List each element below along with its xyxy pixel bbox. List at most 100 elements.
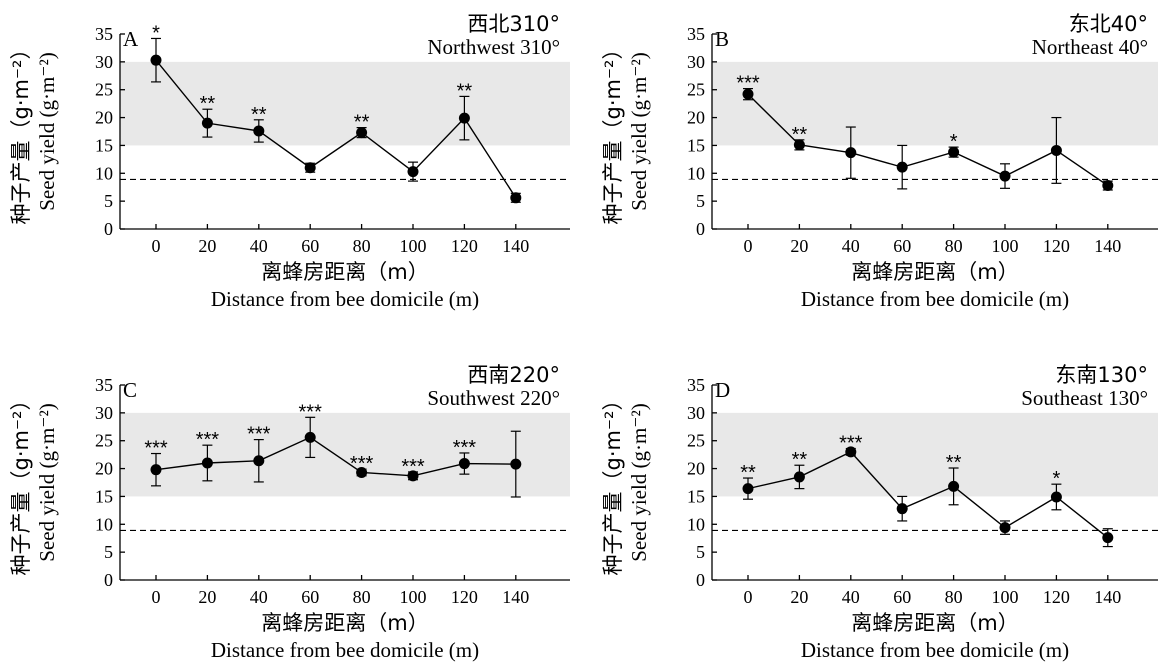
x-tick-label: 0 xyxy=(744,587,753,607)
data-point xyxy=(1050,144,1062,156)
y-tick-label: 10 xyxy=(95,163,113,183)
x-tick-label: 60 xyxy=(301,236,319,256)
significance-marker: ** xyxy=(200,93,216,115)
significance-marker: ** xyxy=(354,112,370,134)
y-axis-title-cn: 种子产量（g·m⁻²） xyxy=(601,39,625,225)
y-tick-label: 25 xyxy=(95,80,113,100)
data-point xyxy=(793,471,805,483)
x-tick-label: 80 xyxy=(353,587,371,607)
data-point xyxy=(201,117,213,129)
significance-marker: ** xyxy=(792,449,808,471)
y-tick-label: 0 xyxy=(104,219,113,239)
x-tick-label: 40 xyxy=(250,236,268,256)
y-tick-label: 10 xyxy=(687,163,705,183)
y-tick-label: 35 xyxy=(95,375,113,395)
x-tick-label: 40 xyxy=(842,587,860,607)
y-tick-label: 15 xyxy=(687,135,705,155)
data-point xyxy=(356,127,368,139)
shaded-band xyxy=(120,61,570,146)
panel-label: C xyxy=(123,378,137,402)
x-axis-title-en: Distance from bee domicile (m) xyxy=(211,638,479,662)
data-point xyxy=(407,470,419,482)
data-point xyxy=(793,139,805,151)
x-tick-label: 20 xyxy=(198,236,216,256)
data-point xyxy=(356,466,368,478)
y-tick-label: 20 xyxy=(687,459,705,479)
data-point xyxy=(1102,180,1114,192)
x-tick-label: 120 xyxy=(1043,236,1070,256)
x-tick-label: 60 xyxy=(893,236,911,256)
significance-marker: ** xyxy=(946,452,962,474)
data-point xyxy=(999,522,1011,534)
y-tick-label: 25 xyxy=(687,80,705,100)
data-point xyxy=(510,458,522,470)
x-tick-label: 100 xyxy=(400,587,427,607)
data-point xyxy=(742,483,754,495)
y-axis-title-en: Seed yield (g·m⁻²) xyxy=(627,52,651,211)
series-line xyxy=(747,450,1109,539)
shaded-band xyxy=(120,412,570,497)
y-tick-label: 15 xyxy=(95,135,113,155)
y-tick-label: 15 xyxy=(687,486,705,506)
data-point xyxy=(201,457,213,469)
y-axis-title-en: Seed yield (g·m⁻²) xyxy=(35,52,59,211)
x-axis-title-en: Distance from bee domicile (m) xyxy=(801,287,1069,311)
significance-marker: ** xyxy=(792,124,808,146)
y-tick-label: 0 xyxy=(696,570,705,590)
direction-label-en: Southwest 220° xyxy=(427,386,560,410)
y-axis-title-en: Seed yield (g·m⁻²) xyxy=(627,403,651,562)
y-tick-label: 30 xyxy=(95,403,113,423)
significance-marker: *** xyxy=(401,456,425,478)
x-tick-label: 0 xyxy=(152,587,161,607)
x-tick-label: 20 xyxy=(790,587,808,607)
series-line xyxy=(155,436,516,477)
x-tick-label: 80 xyxy=(945,587,963,607)
x-tick-label: 140 xyxy=(502,587,529,607)
x-tick-label: 140 xyxy=(502,236,529,256)
x-tick-label: 40 xyxy=(250,587,268,607)
x-axis-title-cn: 离蜂房距离（m） xyxy=(261,611,428,635)
data-point xyxy=(510,192,522,204)
panel-C: 0 5 10 15 20 25 30 35 0 20 40 60 80 100 120 140 *** *** **… xyxy=(9,363,570,662)
significance-marker: *** xyxy=(350,453,374,475)
significance-marker: *** xyxy=(299,401,323,423)
y-tick-label: 5 xyxy=(104,191,113,211)
x-tick-label: 120 xyxy=(451,587,478,607)
y-tick-label: 35 xyxy=(687,375,705,395)
y-axis-title-cn: 种子产量（g·m⁻²） xyxy=(9,39,33,225)
y-tick-label: 20 xyxy=(687,108,705,128)
shaded-band xyxy=(712,412,1158,497)
significance-marker: ** xyxy=(740,462,756,484)
x-tick-label: 20 xyxy=(790,236,808,256)
y-tick-label: 5 xyxy=(696,542,705,562)
y-tick-label: 30 xyxy=(687,52,705,72)
y-axis-title-cn: 种子产量（g·m⁻²） xyxy=(601,390,625,576)
direction-label-cn: 东北40° xyxy=(1069,12,1148,36)
x-tick-label: 140 xyxy=(1094,587,1121,607)
y-tick-label: 10 xyxy=(687,514,705,534)
direction-label-cn: 东南130° xyxy=(1055,363,1148,387)
y-tick-label: 5 xyxy=(696,191,705,211)
series-line xyxy=(155,59,517,199)
direction-label-en: Northeast 40° xyxy=(1032,35,1148,59)
data-point xyxy=(407,166,419,178)
y-tick-label: 20 xyxy=(95,459,113,479)
x-tick-label: 100 xyxy=(400,236,427,256)
x-tick-label: 140 xyxy=(1094,236,1121,256)
data-point xyxy=(1050,491,1062,503)
x-tick-label: 120 xyxy=(1043,587,1070,607)
data-point xyxy=(304,431,316,443)
y-tick-label: 30 xyxy=(95,52,113,72)
significance-marker: *** xyxy=(144,438,168,460)
data-point xyxy=(253,455,265,467)
data-point xyxy=(845,147,857,159)
x-tick-label: 100 xyxy=(992,236,1019,256)
significance-marker: ** xyxy=(251,104,267,126)
y-tick-label: 20 xyxy=(95,108,113,128)
y-tick-label: 30 xyxy=(687,403,705,423)
data-point xyxy=(845,446,857,458)
significance-marker: * xyxy=(152,22,160,44)
